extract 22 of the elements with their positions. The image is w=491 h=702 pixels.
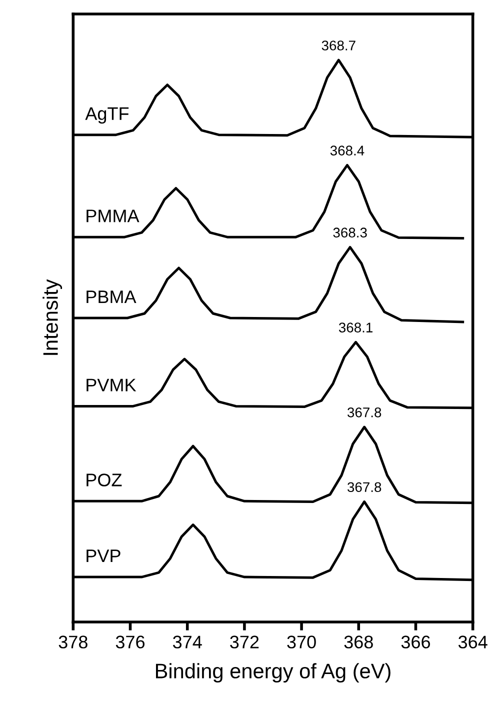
x-tick-label: 374 [172,636,202,648]
x-tick-label: 372 [230,636,259,648]
series-label: PVP [86,550,120,562]
annotation: 368.7 [322,40,356,50]
series-label: PVMK [86,378,136,392]
x-tick-label: 370 [287,636,316,648]
x-tick-label: 368 [344,636,373,648]
y-axis-title: Intensity [42,279,62,355]
series-label: AgTF [85,107,129,124]
x-tick-label: 378 [58,636,88,648]
x-tick-label: 364 [458,636,488,648]
x-tick-label: 366 [401,636,430,648]
annotation: 368.4 [330,146,364,156]
x-axis-title: Binding energy of Ag (eV) [156,663,390,683]
series-label: PBMA [86,290,136,304]
annotation: 368.3 [333,228,367,238]
series-label: POZ [86,474,122,486]
x-tick-label: 376 [116,636,145,648]
series-label: PMMA [86,210,140,222]
annotation: 368.1 [338,322,372,332]
annotation: 367.8 [348,482,382,492]
annotation: 367.8 [348,407,382,418]
